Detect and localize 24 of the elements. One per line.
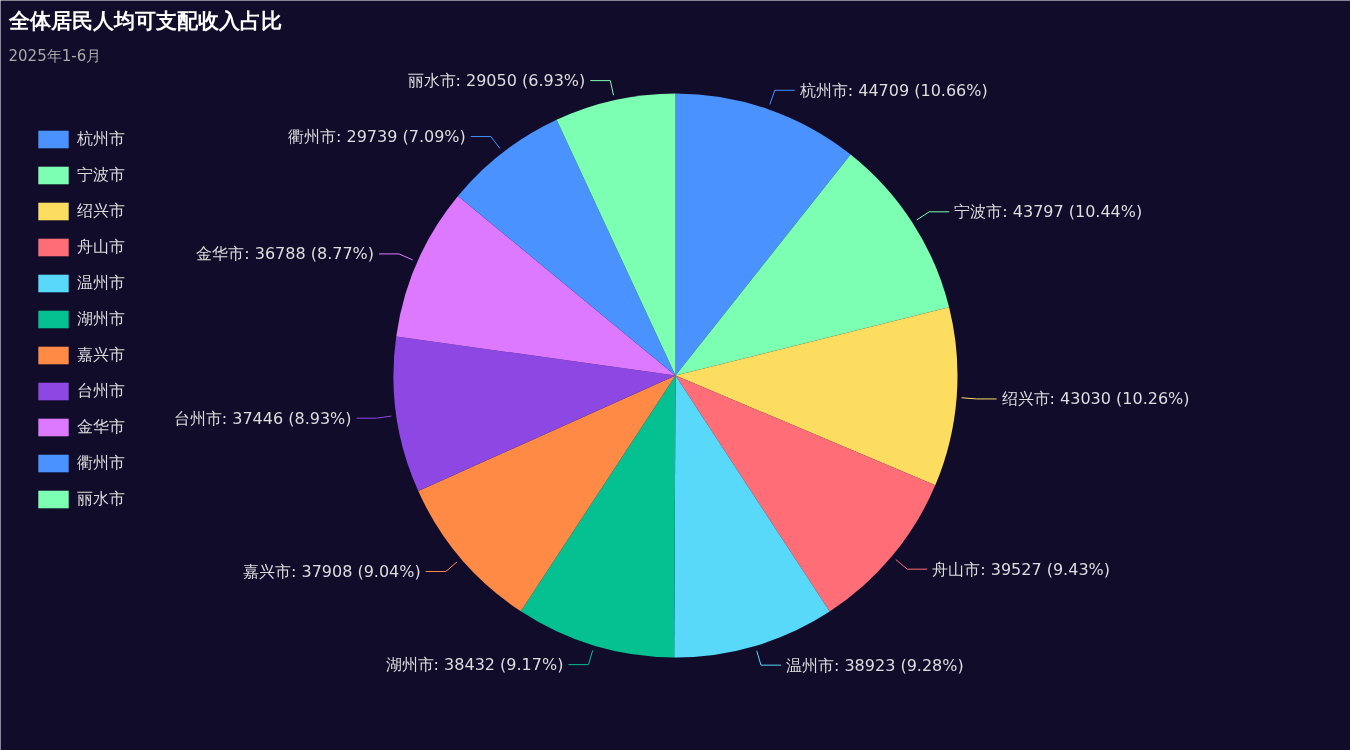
legend-label: 绍兴市 — [77, 200, 125, 222]
data-label: 台州市: 37446 (8.93%) — [173, 408, 352, 428]
data-label: 金华市: 36788 (8.77%) — [196, 244, 375, 264]
legend-label: 丽水市 — [77, 488, 125, 510]
legend-label: 衢州市 — [77, 452, 125, 474]
data-label: 丽水市: 29050 (6.93%) — [407, 71, 586, 91]
legend-label: 湖州市 — [77, 308, 125, 330]
legend-label: 温州市 — [77, 272, 125, 294]
legend-label: 金华市 — [77, 416, 125, 438]
legend-label: 舟山市 — [77, 236, 125, 258]
data-label: 嘉兴市: 37908 (9.04%) — [242, 562, 421, 582]
legend-label: 杭州市 — [77, 128, 125, 150]
legend-label: 宁波市 — [77, 164, 125, 186]
chart-subtitle: 2025年1-6月 — [8, 46, 102, 65]
data-label: 舟山市: 39527 (9.43%) — [932, 559, 1111, 579]
data-label: 宁波市: 43797 (10.44%) — [954, 202, 1143, 222]
data-label: 绍兴市: 43030 (10.26%) — [1001, 389, 1190, 409]
legend-label: 台州市 — [77, 380, 125, 402]
data-label: 温州市: 38923 (9.28%) — [785, 655, 964, 675]
data-label: 杭州市: 44709 (10.66%) — [798, 80, 988, 100]
data-label: 衢州市: 29739 (7.09%) — [288, 127, 466, 147]
legend-label: 嘉兴市 — [77, 344, 125, 366]
chart-title: 全体居民人均可支配收入占比 — [7, 8, 282, 33]
data-label: 湖州市: 38432 (9.17%) — [385, 655, 564, 675]
